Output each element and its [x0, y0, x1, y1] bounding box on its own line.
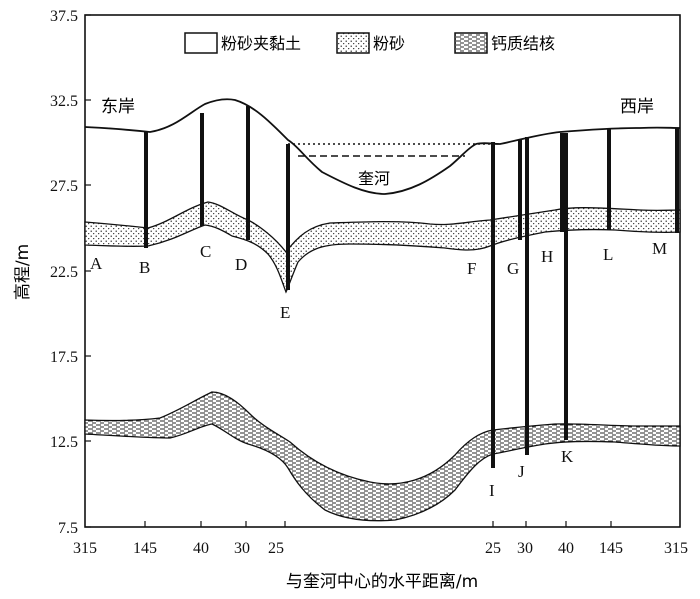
legend-swatch-nodule [454, 32, 488, 54]
legend-swatch-silt-clay [184, 32, 218, 54]
legend-label-nodule: 钙质结核 [491, 34, 555, 53]
plot-frame [84, 14, 681, 528]
legend-label-silt: 粉砂 [373, 34, 405, 53]
nodule-layer [84, 391, 681, 522]
borehole-label-B: B [139, 258, 150, 277]
y-tick-label: 32.5 [50, 93, 78, 110]
y-tick-label: 7.5 [58, 520, 78, 537]
y-tick-label: 27.5 [50, 178, 78, 195]
y-tick-marks [85, 14, 91, 528]
x-tick-label: 315 [664, 540, 688, 557]
borehole-label-H: H [541, 247, 553, 266]
x-tick-label: 40 [558, 540, 574, 557]
borehole-label-A: A [90, 254, 103, 273]
river-label: 奎河 [358, 169, 390, 188]
borehole-label-L: L [603, 245, 613, 264]
x-tick-label: 25 [268, 540, 284, 557]
borehole-lines [144, 106, 679, 468]
x-tick-label: 25 [485, 540, 501, 557]
borehole-label-M: M [652, 239, 667, 258]
x-tick-label: 145 [133, 540, 157, 557]
x-tick-label: 40 [193, 540, 209, 557]
y-tick-label: 17.5 [50, 349, 78, 366]
x-tick-marks [144, 521, 612, 527]
borehole-label-G: G [507, 259, 519, 278]
y-tick-label: 22.5 [50, 264, 78, 281]
y-tick-label: 37.5 [50, 8, 78, 25]
x-axis-title: 与奎河中心的水平距离/m [286, 572, 478, 592]
ground-surface [84, 98, 681, 195]
borehole-label-C: C [200, 242, 211, 261]
legend: 粉砂夹黏土 粉砂 钙质结核 [184, 32, 555, 54]
y-axis-title: 高程/m [13, 244, 33, 300]
borehole-label-K: K [561, 447, 574, 466]
borehole-label-I: I [489, 481, 495, 500]
borehole-label-D: D [235, 255, 247, 274]
silt-layer-upper [84, 201, 681, 294]
x-tick-label: 30 [517, 540, 533, 557]
legend-swatch-silt [336, 32, 370, 54]
legend-label-silt-clay: 粉砂夹黏土 [221, 34, 301, 53]
x-tick-label: 315 [73, 540, 97, 557]
y-tick-label: 12.5 [50, 434, 78, 451]
borehole-label-F: F [467, 259, 476, 278]
west-bank-label: 西岸 [620, 97, 654, 117]
borehole-label-J: J [518, 462, 525, 481]
x-tick-label: 145 [599, 540, 623, 557]
east-bank-label: 东岸 [101, 97, 135, 117]
x-tick-label: 30 [234, 540, 250, 557]
borehole-label-E: E [280, 303, 290, 322]
